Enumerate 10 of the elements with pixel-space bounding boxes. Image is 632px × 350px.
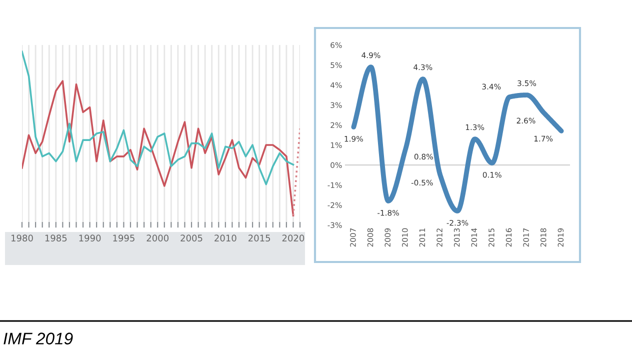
text: IMF 2019 [4,332,73,344]
x-tick-label: 2015 [248,234,270,242]
x-tick-label: 2005 [180,234,202,242]
x-tick-label: 1985 [45,234,67,242]
x-tick-label: 1995 [113,234,134,242]
x-tick-label: 1990 [79,234,101,242]
x-tick-label: 2020 [282,234,304,242]
x-tick-label: 2010 [214,234,236,242]
x-tick-label: 1980 [12,234,33,242]
x-tick-label: 2000 [146,234,168,242]
